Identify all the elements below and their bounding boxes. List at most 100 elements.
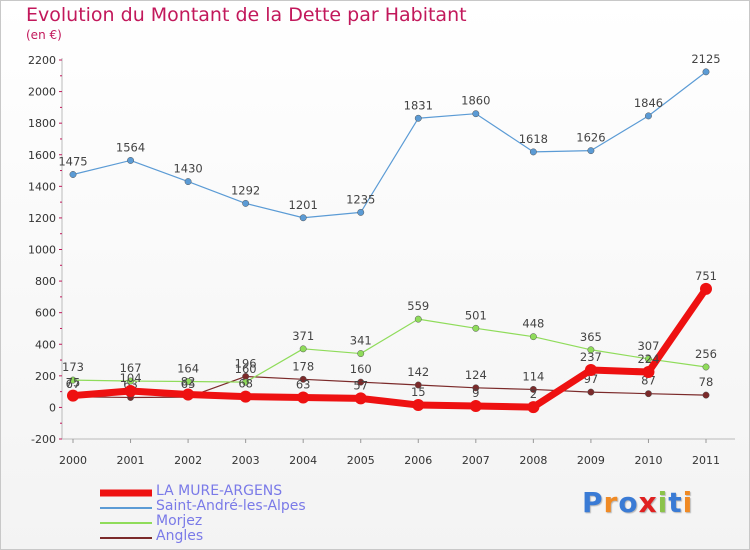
data-point: [357, 378, 365, 386]
x-tick-label: 2004: [289, 454, 317, 467]
data-point: [357, 208, 365, 216]
data-point: [239, 390, 252, 403]
data-point: [69, 171, 77, 178]
data-point: [412, 399, 425, 412]
data-label: 307: [637, 339, 659, 353]
data-point: [529, 148, 537, 156]
x-tick-label: 2010: [634, 454, 662, 467]
legend-swatch: [100, 522, 152, 524]
chart-subtitle: (en €): [26, 28, 62, 42]
logo-letter: P: [582, 486, 604, 519]
y-tick-label: 1200: [28, 212, 56, 225]
data-point: [299, 214, 307, 222]
x-tick-label: 2008: [519, 454, 547, 467]
data-label: 164: [177, 362, 199, 376]
data-label: 1618: [519, 132, 548, 146]
data-point: [584, 363, 597, 376]
data-point: [700, 282, 712, 295]
data-label: 237: [580, 350, 602, 364]
data-point: [587, 346, 595, 354]
x-tick-label: 2000: [59, 454, 87, 467]
legend-label: Morjez: [156, 513, 203, 529]
logo-letter: r: [603, 486, 619, 519]
x-tick-label: 2009: [577, 454, 605, 467]
data-point: [242, 199, 250, 207]
data-point: [242, 378, 250, 386]
logo-letter: t: [668, 486, 683, 519]
data-point: [127, 156, 134, 164]
data-point: [414, 114, 422, 122]
y-tick-label: 0: [49, 401, 56, 414]
data-point: [702, 68, 710, 76]
data-label: 448: [522, 317, 544, 331]
data-label: 1564: [116, 140, 145, 154]
data-label: 114: [522, 369, 544, 383]
data-label: 1201: [289, 198, 318, 212]
x-tick-label: 2003: [232, 454, 260, 467]
data-point: [472, 110, 480, 118]
data-label: 341: [350, 334, 372, 348]
data-label: 142: [407, 365, 429, 379]
data-label: 15: [411, 385, 426, 399]
data-label: 371: [292, 329, 314, 343]
data-point: [587, 147, 595, 155]
data-point: [297, 391, 310, 404]
logo-letter: x: [638, 486, 658, 519]
y-tick-label: 800: [35, 275, 56, 288]
data-point: [645, 390, 652, 398]
logo-letter: o: [618, 486, 639, 519]
legend-swatch: [100, 489, 152, 497]
logo-letter: i: [657, 486, 669, 519]
data-label: 160: [350, 362, 372, 376]
legend-swatch: [100, 537, 152, 539]
y-tick-label: 400: [35, 338, 56, 351]
x-tick-label: 2001: [117, 454, 145, 467]
data-point: [184, 378, 192, 385]
data-label: 256: [695, 347, 717, 361]
data-point: [642, 366, 655, 379]
data-label: 63: [296, 377, 311, 391]
data-label: 224: [637, 352, 659, 366]
chart-title: Evolution du Montant de la Dette par Hab…: [26, 4, 467, 26]
data-label: 82: [181, 374, 196, 388]
y-tick-label: 200: [35, 370, 56, 383]
logo-letter: i: [682, 486, 694, 519]
y-tick-label: 1600: [28, 149, 56, 162]
data-point: [414, 315, 422, 323]
data-label: 78: [699, 375, 714, 389]
data-point: [702, 363, 710, 371]
data-label: 1430: [173, 162, 202, 176]
legend-item: Morjez: [100, 513, 360, 530]
data-point: [529, 333, 537, 341]
x-tick-label: 2006: [404, 454, 432, 467]
y-tick-label: 1000: [28, 244, 56, 257]
data-label: 167: [120, 361, 142, 375]
series-line: [72, 318, 707, 383]
data-point: [645, 112, 652, 120]
data-label: 124: [465, 368, 487, 382]
data-label: 559: [407, 299, 429, 313]
y-tick-label: 2200: [28, 54, 56, 67]
y-tick-label: -200: [31, 433, 56, 446]
y-tick-label: 1800: [28, 117, 56, 130]
data-label: 178: [292, 359, 314, 373]
data-label: 2: [530, 387, 537, 401]
y-tick-label: 2000: [28, 86, 56, 99]
data-point: [299, 345, 307, 353]
data-label: 9: [472, 386, 479, 400]
legend-item: Angles: [100, 528, 360, 545]
data-point: [472, 324, 480, 332]
data-label: 501: [465, 308, 487, 322]
legend-item: Saint-André-les-Alpes: [100, 498, 360, 515]
data-point: [357, 350, 365, 358]
x-tick-label: 2007: [462, 454, 490, 467]
legend-label: Angles: [156, 528, 204, 544]
x-tick-label: 2005: [347, 454, 375, 467]
y-tick-label: 600: [35, 307, 56, 320]
data-point: [472, 384, 480, 392]
data-label: 365: [580, 330, 602, 344]
data-label: 1860: [461, 94, 490, 108]
data-label: 1235: [346, 192, 375, 206]
